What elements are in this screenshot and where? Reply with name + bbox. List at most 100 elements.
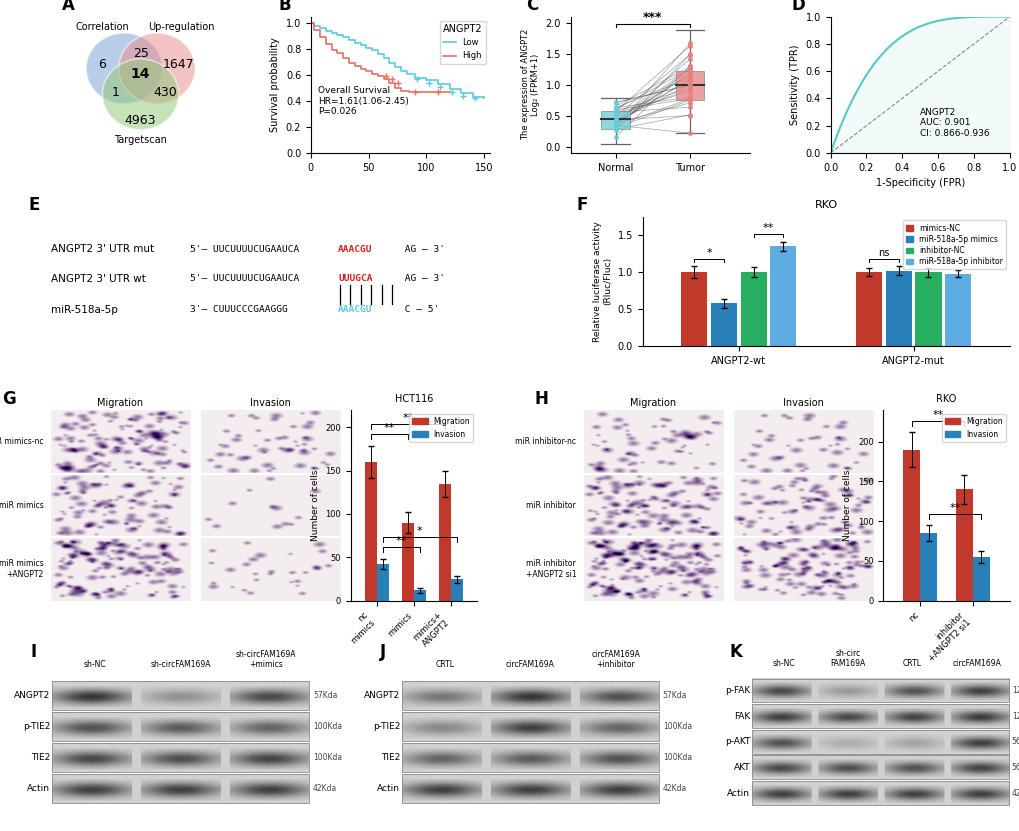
Text: 3'– CUUUCCCGAAGGG: 3'– CUUUCCCGAAGGG: [190, 306, 287, 314]
Bar: [769, 246, 796, 347]
Bar: [401, 523, 414, 601]
Text: 430: 430: [153, 86, 177, 100]
Point: [682, 101, 698, 114]
High: [348, 61, 361, 71]
Point: [606, 113, 623, 126]
Y-axis label: Survival probability: Survival probability: [270, 37, 280, 132]
Text: D: D: [791, 0, 804, 14]
Point: [682, 109, 698, 122]
Y-axis label: Number of cells: Number of cells: [311, 470, 319, 541]
Text: Correlation: Correlation: [75, 22, 129, 32]
Point: [682, 85, 698, 98]
Bar: [903, 450, 919, 601]
Point: [682, 60, 698, 73]
Point: [606, 103, 623, 116]
Point: [682, 48, 698, 61]
Legend: mimics-NC, miR-518a-5p mimics, inhibitor-NC, miR-518a-5p inhibitor: mimics-NC, miR-518a-5p mimics, inhibitor…: [902, 220, 1005, 269]
Text: ***: ***: [643, 11, 662, 24]
Text: *: *: [417, 526, 422, 536]
Point: [682, 78, 698, 91]
Bar: [751, 704, 1008, 728]
Point: [606, 96, 623, 109]
High: [389, 83, 401, 93]
Text: circFAM169A: circFAM169A: [505, 660, 554, 669]
Text: CRTL: CRTL: [902, 659, 921, 668]
Point: [682, 108, 698, 121]
Text: Up-regulation: Up-regulation: [148, 22, 215, 32]
Text: 100Kda: 100Kda: [313, 722, 341, 731]
Point: [682, 62, 698, 76]
Text: miR mimics
+ANGPT2: miR mimics +ANGPT2: [0, 559, 44, 579]
Point: [606, 101, 623, 115]
Point: [606, 116, 623, 129]
Bar: [676, 71, 704, 101]
Bar: [439, 484, 450, 601]
High: [360, 66, 372, 76]
Low: [454, 88, 467, 98]
Y-axis label: Number of cells: Number of cells: [843, 470, 852, 541]
High: [372, 71, 384, 81]
Point: [606, 117, 623, 130]
Text: Actin: Actin: [727, 789, 749, 798]
Y-axis label: Sensitivity (TPR): Sensitivity (TPR): [789, 45, 799, 125]
Ellipse shape: [102, 59, 178, 130]
Low: [360, 42, 372, 52]
Text: UUUGCA: UUUGCA: [338, 274, 372, 283]
Point: [606, 119, 623, 132]
Bar: [376, 564, 388, 601]
Low: [348, 37, 361, 47]
Bar: [955, 489, 972, 601]
Point: [682, 60, 698, 73]
Text: **: **: [395, 536, 407, 546]
Low: [372, 49, 384, 59]
High: [429, 87, 441, 97]
Text: miR inhibitor
+ANGPT2 si1: miR inhibitor +ANGPT2 si1: [525, 559, 576, 579]
Text: AAACGU: AAACGU: [338, 244, 372, 253]
High: [337, 53, 350, 63]
Low: [383, 58, 395, 68]
Bar: [919, 534, 936, 601]
Point: [682, 96, 698, 110]
Text: TIE2: TIE2: [380, 753, 399, 762]
Text: sh-circ
FAM169A: sh-circ FAM169A: [829, 649, 865, 668]
Text: miR inhibitor: miR inhibitor: [526, 501, 576, 510]
Point: [606, 116, 623, 130]
Low: [355, 40, 367, 50]
Point: [606, 96, 623, 109]
Text: **: **: [762, 223, 773, 233]
Bar: [401, 712, 658, 741]
X-axis label: 1-Specificity (FPR): 1-Specificity (FPR): [874, 178, 964, 189]
Low: [366, 46, 378, 56]
Text: 120Kda: 120Kda: [1011, 686, 1019, 695]
Text: 42Kda: 42Kda: [662, 784, 687, 793]
Text: **: **: [949, 504, 960, 514]
Text: ns: ns: [877, 248, 889, 258]
Point: [682, 61, 698, 75]
Text: p-TIE2: p-TIE2: [22, 722, 50, 731]
Text: miR-518a-5p: miR-518a-5p: [51, 305, 118, 315]
Low: [431, 79, 443, 89]
Low: [409, 72, 421, 82]
Text: 57Kda: 57Kda: [662, 691, 687, 701]
Point: [606, 105, 623, 118]
Low: [377, 53, 389, 63]
Low: [420, 76, 432, 86]
Low: [478, 93, 490, 103]
Point: [606, 116, 623, 129]
Point: [682, 66, 698, 80]
Low: [325, 28, 337, 38]
Text: ANGPT2 3' UTR wt: ANGPT2 3' UTR wt: [51, 273, 146, 284]
High: [342, 58, 355, 68]
Legend: Migration, Invasion: Migration, Invasion: [409, 414, 473, 441]
Title: Invasion: Invasion: [782, 398, 822, 408]
Text: Actin: Actin: [28, 784, 50, 793]
Point: [682, 71, 698, 84]
Title: RKO: RKO: [814, 200, 837, 210]
Text: 42Kda: 42Kda: [313, 784, 337, 793]
Low: [305, 18, 317, 28]
Text: miR mimics-nc: miR mimics-nc: [0, 437, 44, 446]
Text: CRTL: CRTL: [435, 660, 453, 669]
Low: [394, 66, 407, 76]
Point: [682, 77, 698, 91]
Text: 100Kda: 100Kda: [313, 753, 341, 762]
